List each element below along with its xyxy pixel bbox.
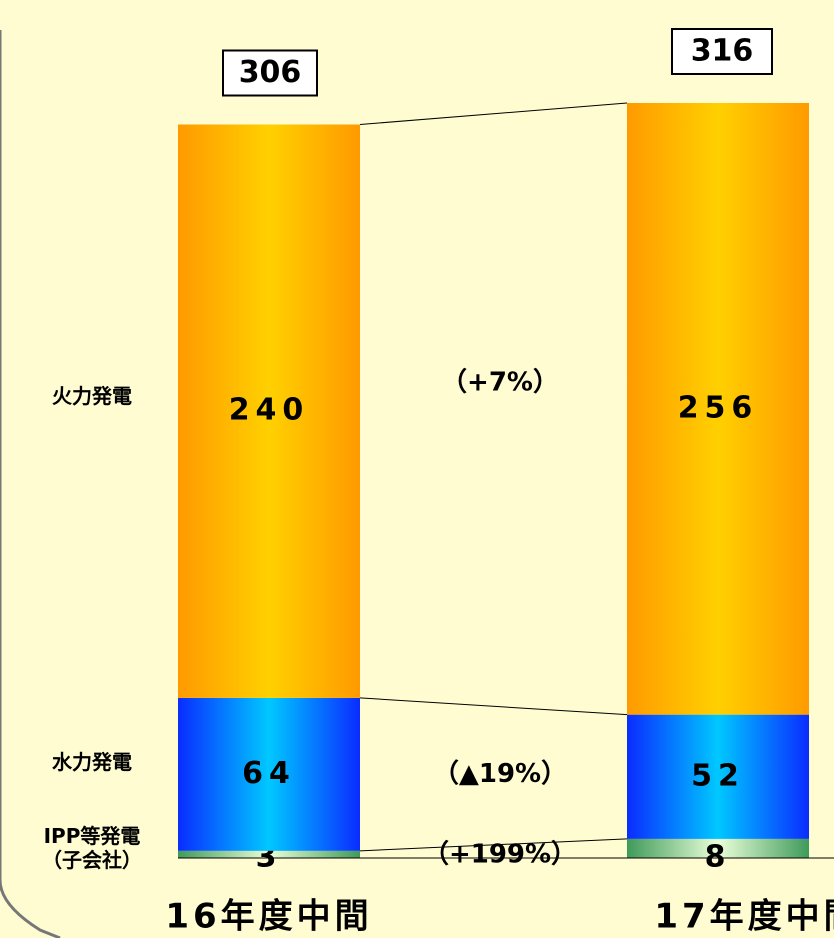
change-label: （+7%） (441, 368, 559, 398)
change-label: （+199%） (423, 840, 577, 870)
series-name: 水力発電 (52, 750, 132, 775)
bar-segment (627, 103, 809, 715)
total-box (222, 49, 318, 97)
frame (0, 30, 61, 938)
connector (359, 102, 628, 126)
total-box (671, 28, 773, 75)
connector (359, 838, 628, 852)
series-name: 火力発電 (52, 384, 132, 409)
value-label: 256 (678, 390, 759, 425)
value-label: 52 (691, 758, 745, 793)
value-label: 64 (242, 756, 296, 791)
bar-segment (627, 838, 809, 858)
value-label: 8 (705, 840, 732, 875)
bar-segment (178, 124, 360, 698)
total-label: 306 (239, 55, 302, 90)
bar-segment (178, 697, 360, 851)
category-label: 16年度中間 (165, 897, 372, 937)
total-label: 316 (691, 34, 754, 69)
bar-segment (627, 714, 809, 839)
change-label: （▲19%） (433, 759, 567, 789)
series-name: IPP等発電 （子会社） (42, 824, 142, 872)
bar-segment (178, 850, 360, 858)
value-label: 240 (229, 393, 310, 428)
connector (359, 697, 628, 716)
category-label: 17年度中間 (654, 897, 834, 937)
